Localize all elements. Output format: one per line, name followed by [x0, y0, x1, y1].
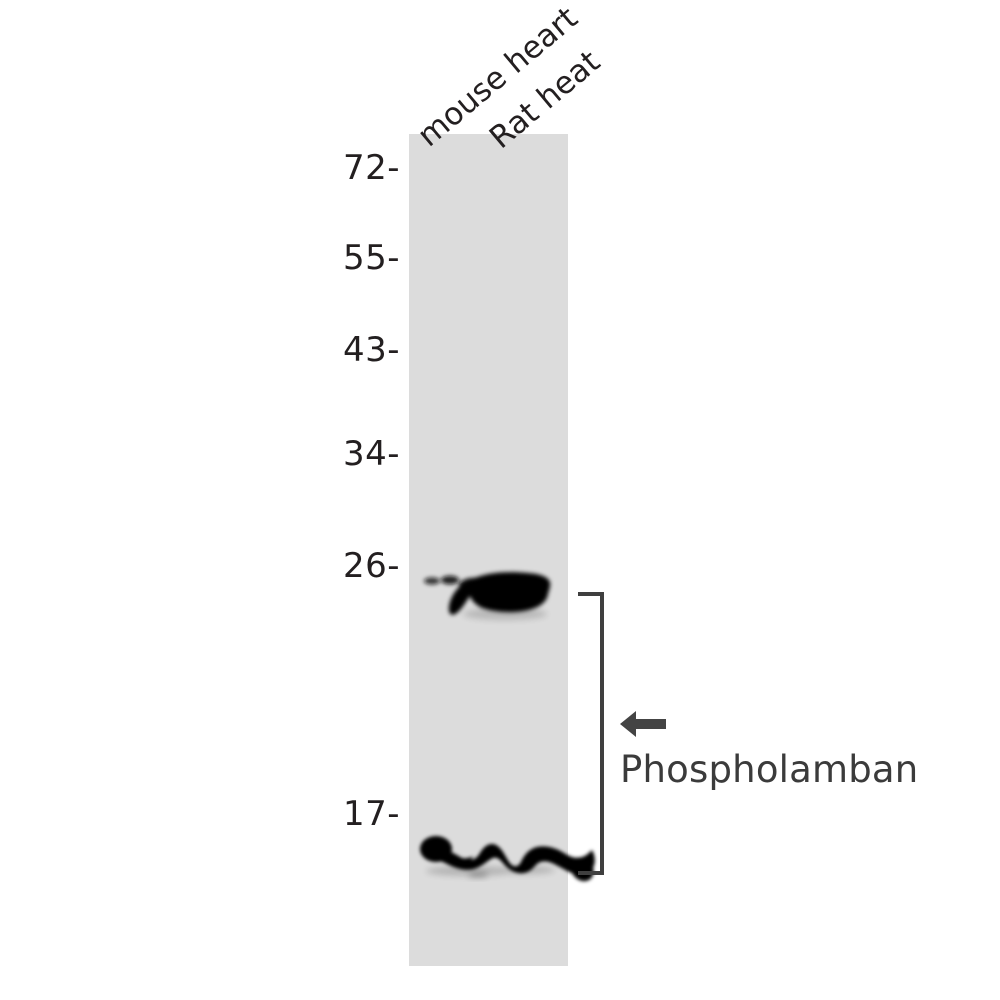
mw-marker-17: 17- [342, 794, 400, 834]
bracket-vertical-line [600, 592, 604, 875]
arrow-left-icon [620, 711, 666, 737]
mw-marker-72: 72- [342, 148, 400, 188]
mw-marker-34: 34- [342, 434, 400, 474]
mw-marker-43: 43- [342, 330, 400, 370]
protein-name-label: Phospholamban [620, 748, 919, 791]
mw-marker-55: 55- [342, 238, 400, 278]
gel-lane-strip [409, 134, 568, 966]
bracket-bottom-arm [578, 871, 602, 875]
mw-ladder: 72- 55- 43- 34- 26- 17- [300, 0, 400, 1000]
mw-marker-26: 26- [342, 546, 400, 586]
band-group-bracket [578, 592, 604, 875]
bracket-top-arm [578, 592, 602, 596]
